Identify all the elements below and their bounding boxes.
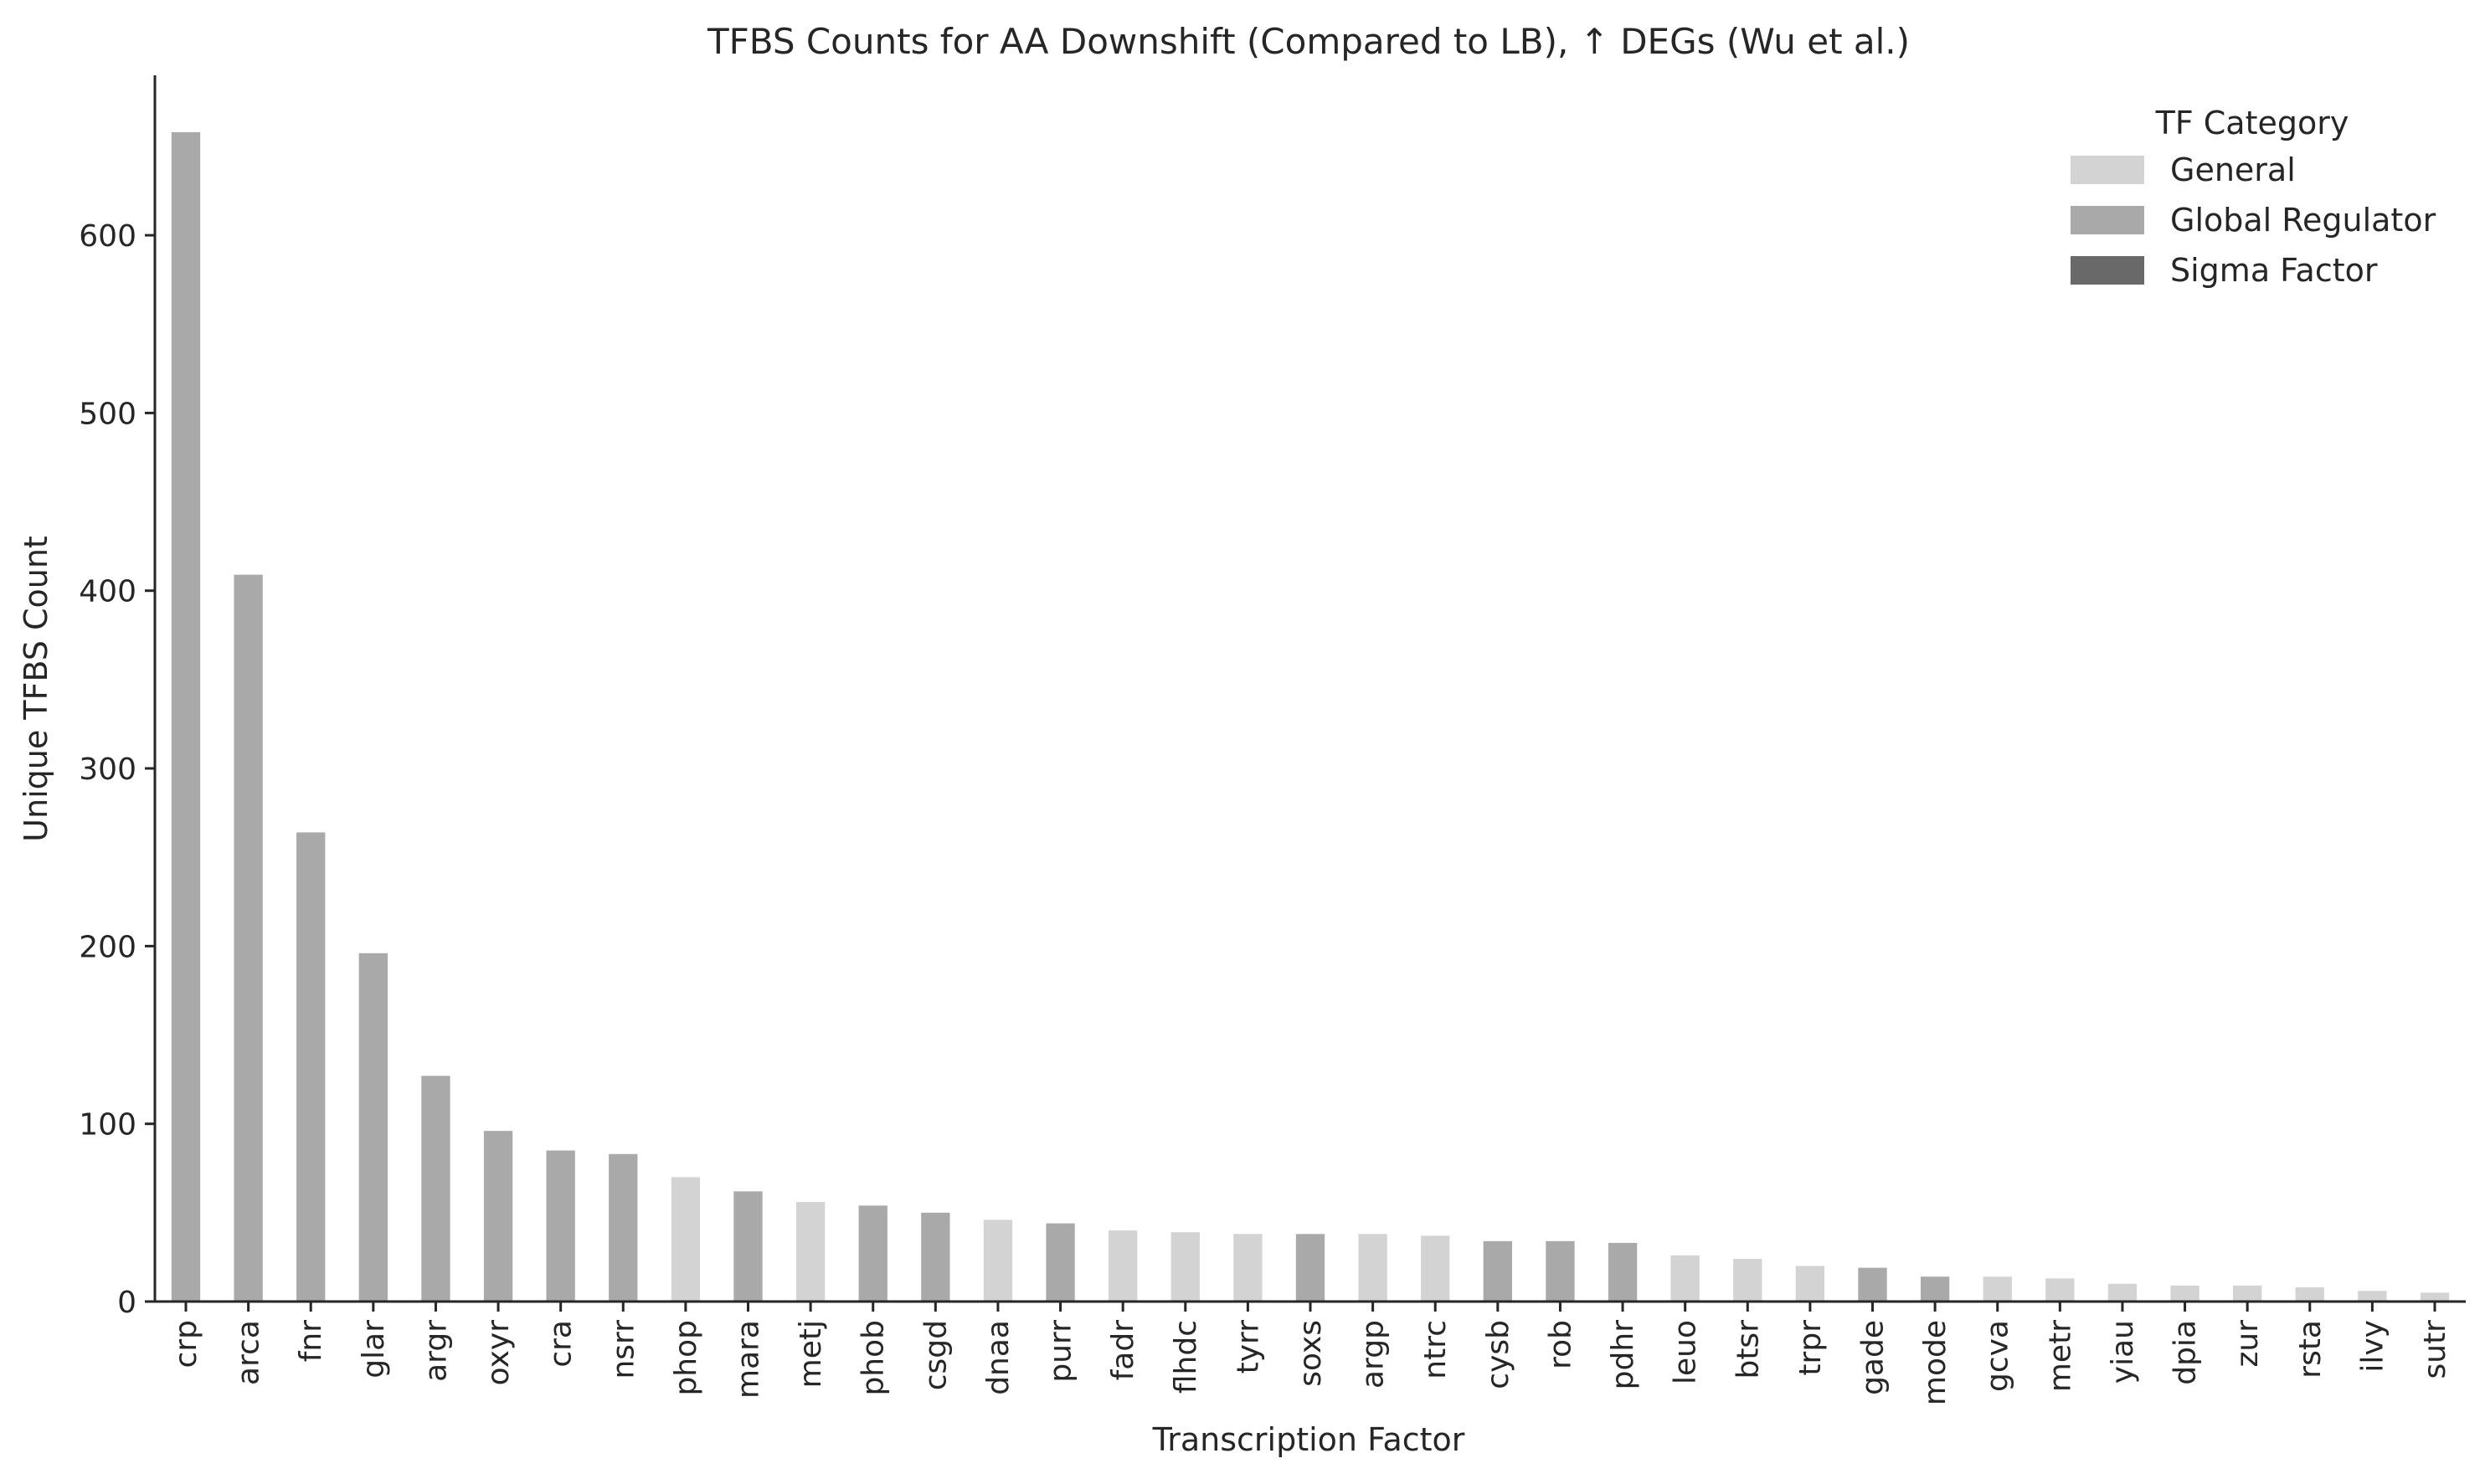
bar-yiau <box>2107 1283 2138 1302</box>
x-tick-label: pdhr <box>1606 1320 1640 1390</box>
legend-swatch-general <box>2071 156 2144 184</box>
bar-cysb <box>1483 1240 1512 1302</box>
x-tick-label: rsta <box>2293 1320 2328 1379</box>
x-tick-label: zur <box>2230 1320 2265 1368</box>
bar-purr <box>1046 1223 1075 1302</box>
bar-dpia <box>2170 1285 2199 1302</box>
bar-oxyr <box>483 1131 513 1302</box>
x-tick-label: mode <box>1918 1320 1952 1405</box>
bar-argp <box>1358 1234 1387 1302</box>
bar-btsr <box>1733 1259 1762 1302</box>
bar-gade <box>1858 1267 1887 1302</box>
bar-fadr <box>1109 1230 1138 1302</box>
x-tick-label: leuo <box>1669 1320 1703 1384</box>
x-tick-label: phob <box>857 1320 891 1396</box>
legend-label-general: General <box>2170 151 2296 188</box>
x-tick-label: yiau <box>2106 1320 2140 1384</box>
x-tick-label: metj <box>794 1320 828 1388</box>
x-tick-label: nsrr <box>606 1320 641 1379</box>
y-tick-label: 500 <box>79 397 136 431</box>
bar-rsta <box>2295 1287 2324 1302</box>
bar-mode <box>1920 1276 1950 1302</box>
legend-title: TF Category <box>2155 105 2349 141</box>
x-tick-label: purr <box>1044 1320 1078 1383</box>
bar-phob <box>858 1205 888 1302</box>
bar-cra <box>546 1150 575 1302</box>
x-tick-label: fadr <box>1106 1320 1140 1381</box>
bar-pdhr <box>1608 1242 1638 1302</box>
bar-leuo <box>1670 1255 1700 1302</box>
y-axis-label: Unique TFBS Count <box>18 536 54 842</box>
x-tick-label: crp <box>169 1320 203 1368</box>
bar-ilvy <box>2358 1291 2387 1302</box>
x-tick-label: dnaa <box>981 1320 1016 1395</box>
x-tick-label: rob <box>1543 1320 1577 1369</box>
bars-group <box>171 131 2450 1302</box>
x-tick-label: ntrc <box>1418 1320 1453 1379</box>
legend: TF Category General Global Regulator Sig… <box>2071 105 2436 289</box>
x-tick-label: trpr <box>1793 1320 1828 1376</box>
bar-csgd <box>921 1212 950 1302</box>
x-tick-label: soxs <box>1294 1320 1328 1387</box>
bar-mara <box>733 1191 763 1302</box>
x-tick-group: crp arca fnr glar argr oxyr cra nsrr phop mara met… <box>169 1302 2452 1405</box>
x-tick-label: ilvy <box>2355 1320 2390 1373</box>
x-tick-label: tyrr <box>1231 1320 1265 1374</box>
legend-swatch-global-regulator <box>2071 206 2144 234</box>
bar-tyrr <box>1233 1234 1263 1302</box>
x-tick-label: csgd <box>918 1320 953 1390</box>
bar-trpr <box>1795 1266 1825 1302</box>
legend-swatch-sigma-factor <box>2071 256 2144 285</box>
x-tick-label: cysb <box>1481 1320 1515 1389</box>
x-axis-label: Transcription Factor <box>1152 1421 1465 1458</box>
x-tick-label: btsr <box>1731 1320 1765 1379</box>
bar-argr <box>421 1076 450 1302</box>
bar-soxs <box>1295 1234 1325 1302</box>
bar-ntrc <box>1421 1235 1450 1302</box>
chart-title: TFBS Counts for AA Downshift (Compared t… <box>707 21 1910 62</box>
x-tick-label: cra <box>544 1320 579 1368</box>
y-tick-label: 300 <box>79 752 136 787</box>
bar-nsrr <box>609 1153 638 1302</box>
y-tick-group: 0 100 200 300 400 500 600 <box>79 219 155 1320</box>
bar-arca <box>234 574 263 1302</box>
x-tick-label: fnr <box>294 1320 328 1362</box>
x-tick-label: metr <box>2043 1320 2077 1392</box>
bar-rob <box>1546 1240 1575 1302</box>
bar-zur <box>2233 1285 2262 1302</box>
x-tick-label: argp <box>1356 1320 1391 1389</box>
bar-gcva <box>1983 1276 2012 1302</box>
bar-dnaa <box>983 1220 1013 1302</box>
x-tick-label: dpia <box>2169 1320 2203 1385</box>
x-tick-label: mara <box>732 1320 766 1399</box>
bar-metj <box>795 1202 826 1302</box>
x-tick-label: phop <box>669 1320 703 1396</box>
bar-metr <box>2045 1278 2075 1302</box>
y-tick-label: 600 <box>79 219 136 254</box>
x-tick-label: sutr <box>2418 1320 2452 1379</box>
bar-fnr <box>296 832 326 1302</box>
bar-phop <box>671 1177 701 1302</box>
bar-sutr <box>2420 1292 2450 1302</box>
bar-flhdc <box>1170 1232 1200 1302</box>
y-tick-label: 400 <box>79 575 136 609</box>
y-tick-label: 200 <box>79 930 136 964</box>
legend-label-global-regulator: Global Regulator <box>2170 202 2436 239</box>
y-tick-label: 100 <box>79 1108 136 1143</box>
x-tick-label: oxyr <box>481 1320 516 1386</box>
x-tick-label: flhdc <box>1169 1320 1203 1394</box>
bar-glar <box>358 953 388 1302</box>
x-tick-label: gade <box>1856 1320 1891 1395</box>
legend-label-sigma-factor: Sigma Factor <box>2170 252 2378 289</box>
y-tick-label: 0 <box>117 1286 136 1320</box>
x-tick-label: gcva <box>1981 1320 2015 1392</box>
x-tick-label: arca <box>232 1320 266 1385</box>
bar-crp <box>171 131 201 1302</box>
x-tick-label: glar <box>357 1320 391 1379</box>
x-tick-label: argr <box>419 1320 453 1382</box>
